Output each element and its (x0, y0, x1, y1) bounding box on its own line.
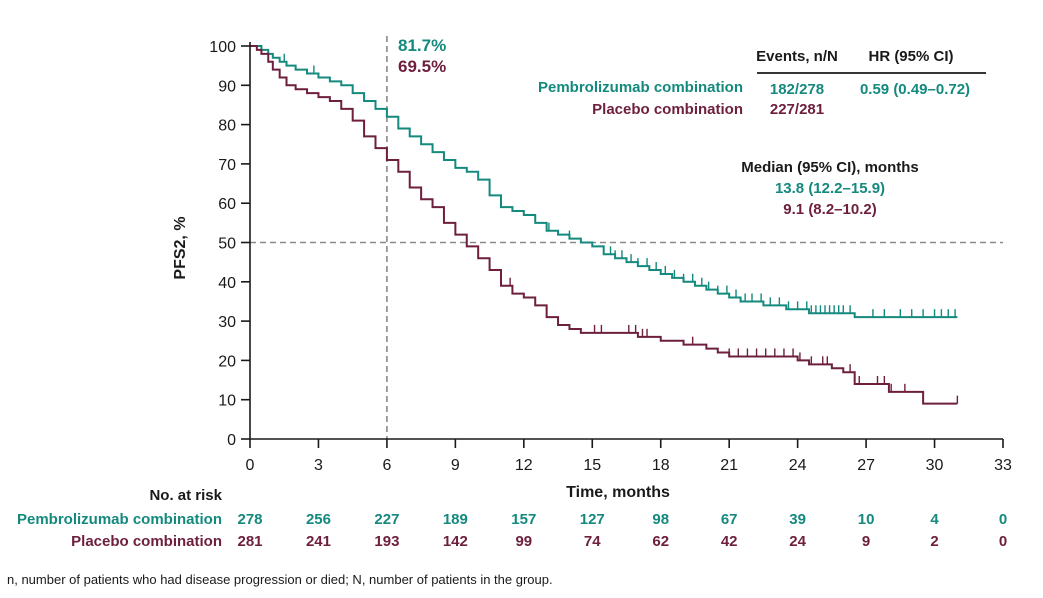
y-tick-label: 10 (218, 393, 236, 410)
x-tick-label: 21 (720, 457, 738, 474)
at-risk-value: 62 (652, 533, 669, 550)
survival-curves (250, 45, 959, 405)
y-axis-title: PFS2, % (172, 216, 189, 279)
at-risk-value: 2 (930, 533, 938, 550)
events-header: Events, n/N (756, 48, 838, 65)
annotation-placebo-6mo: 69.5% (398, 57, 446, 76)
at-risk-placebo-label: Placebo combination (71, 533, 222, 550)
x-tick-label: 3 (314, 457, 323, 474)
at-risk-value: 67 (721, 511, 738, 528)
at-risk-pembro-label: Pembrolizumab combination (17, 511, 222, 528)
at-risk-value: 24 (789, 533, 806, 550)
at-risk-value: 157 (511, 511, 536, 528)
median-pembro: 13.8 (12.2–15.9) (775, 180, 885, 197)
x-tick-label: 18 (652, 457, 670, 474)
x-tick-label: 12 (515, 457, 533, 474)
x-tick-label: 0 (246, 457, 255, 474)
at-risk-value: 0 (999, 533, 1007, 550)
y-tick-label: 70 (218, 157, 236, 174)
median-placebo: 9.1 (8.2–10.2) (783, 201, 876, 218)
at-risk-value: 4 (930, 511, 939, 528)
annotation-pembro-6mo: 81.7% (398, 36, 446, 55)
at-risk-value: 127 (580, 511, 605, 528)
at-risk-value: 9 (862, 533, 870, 550)
hr-header: HR (95% CI) (868, 48, 953, 65)
y-tick-label: 40 (218, 275, 236, 292)
y-tick-label: 80 (218, 118, 236, 135)
x-tick-label: 27 (857, 457, 875, 474)
x-tick-label: 30 (926, 457, 944, 474)
median-header: Median (95% CI), months (741, 159, 919, 176)
x-tick-label: 6 (382, 457, 391, 474)
curve-pembro (250, 45, 958, 319)
y-tick-label: 0 (227, 432, 236, 449)
at-risk-value: 10 (858, 511, 875, 528)
at-risk-value: 0 (999, 511, 1007, 528)
at-risk-value: 278 (237, 511, 262, 528)
y-tick-label: 100 (209, 39, 236, 56)
events-row-placebo-events: 227/281 (770, 101, 824, 118)
x-tick-label: 15 (583, 457, 601, 474)
curve-placebo (250, 45, 958, 405)
y-tick-label: 30 (218, 314, 236, 331)
events-row-pembro-events: 182/278 (770, 81, 824, 98)
x-axis-title: Time, months (566, 484, 670, 501)
y-tick-label: 20 (218, 353, 236, 370)
x-tick-label: 33 (994, 457, 1012, 474)
at-risk-value: 98 (652, 511, 669, 528)
events-row-pembro-hr: 0.59 (0.49–0.72) (860, 81, 970, 98)
x-tick-label: 9 (451, 457, 460, 474)
at-risk-title: No. at risk (149, 487, 222, 504)
at-risk-values: 278 256 227 189 157 127 98 67 39 10 4 0 281 241 193 142… (237, 511, 1007, 550)
at-risk-value: 74 (584, 533, 601, 550)
at-risk-value: 227 (374, 511, 399, 528)
axes: 0 10 20 30 40 50 60 70 80 90 100 0 3 6 9 12 15 18 21 24 27 30… (209, 39, 1012, 474)
at-risk-value: 241 (306, 533, 331, 550)
y-tick-label: 50 (218, 236, 236, 253)
at-risk-value: 39 (789, 511, 806, 528)
at-risk-value: 42 (721, 533, 738, 550)
events-row-pembro-label: Pembrolizumab combination (538, 79, 743, 96)
at-risk-value: 256 (306, 511, 331, 528)
at-risk-value: 99 (515, 533, 532, 550)
at-risk-value: 189 (443, 511, 468, 528)
footnote: n, number of patients who had disease pr… (7, 572, 553, 587)
at-risk-value: 193 (374, 533, 399, 550)
at-risk-value: 281 (237, 533, 262, 550)
reference-lines (250, 36, 1003, 439)
x-tick-label: 24 (789, 457, 807, 474)
y-tick-label: 60 (218, 196, 236, 213)
at-risk-value: 142 (443, 533, 468, 550)
events-row-placebo-label: Placebo combination (592, 101, 743, 118)
y-tick-label: 90 (218, 78, 236, 95)
